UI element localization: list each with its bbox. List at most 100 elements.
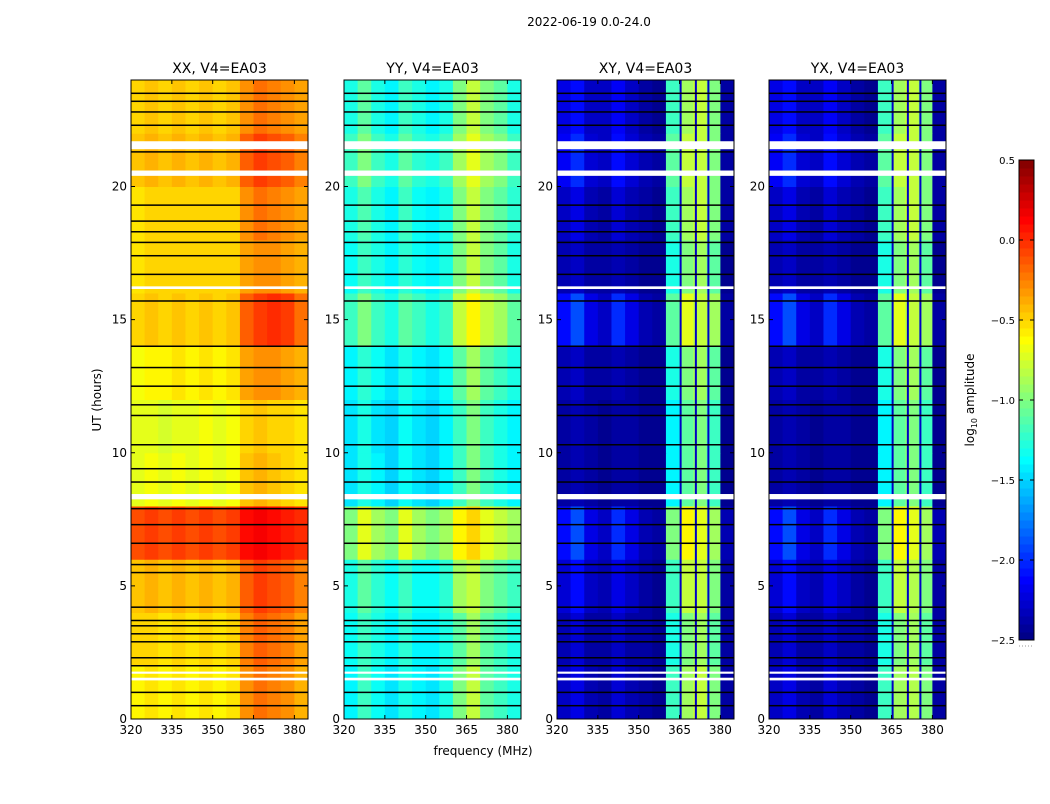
black-flag-line — [344, 366, 521, 369]
heatmap-cell — [480, 293, 495, 347]
colorbar-segment — [1019, 312, 1034, 321]
black-flag-line — [557, 204, 734, 206]
black-flag-line — [131, 481, 308, 483]
y-tick-label: 15 — [325, 313, 340, 327]
colorbar-segment — [1019, 336, 1034, 345]
black-flag-line — [131, 657, 308, 659]
heatmap-cell — [706, 186, 721, 241]
heatmap-cell — [280, 186, 295, 241]
black-flag-line — [131, 366, 308, 369]
heatmap-cell — [466, 293, 481, 347]
heatmap-cell — [466, 399, 481, 454]
heatmap-cell — [507, 239, 522, 294]
colorbar-tick-label: 0.5 — [999, 156, 1015, 167]
heatmap-cell — [158, 559, 173, 613]
heatmap-cell — [809, 399, 824, 454]
heatmap-cell — [144, 346, 159, 400]
flagged-gap — [769, 494, 946, 500]
heatmap-cell — [253, 293, 268, 347]
heatmap-cell — [837, 399, 852, 454]
colorbar-segment — [1019, 384, 1034, 393]
heatmap-cell — [597, 186, 612, 241]
black-flag-line — [557, 481, 734, 483]
colorbar-segment — [1019, 496, 1034, 505]
y-axis-label: UT (hours) — [90, 368, 104, 431]
black-flag-line — [344, 241, 521, 244]
colorbar-segment — [1019, 592, 1034, 601]
colorbar-segment — [1019, 288, 1034, 297]
heatmap-cell — [850, 399, 865, 454]
colorbar-segment — [1019, 416, 1034, 425]
black-flag-line — [344, 220, 521, 222]
heatmap-cell — [557, 452, 572, 507]
heatmap-cell — [425, 559, 440, 613]
colorbar-segment — [1019, 272, 1034, 281]
black-flag-line — [769, 657, 946, 659]
colorbar-segment — [1019, 584, 1034, 593]
black-flag-line — [131, 151, 308, 153]
colorbar-segment — [1019, 232, 1034, 241]
heatmap-cell — [212, 293, 227, 347]
black-flag-line — [769, 404, 946, 406]
heatmap-cell — [412, 293, 427, 347]
colorbar-segment — [1019, 600, 1034, 609]
flagged-gap — [769, 170, 946, 176]
heatmap-cell — [199, 399, 214, 454]
colorbar-segment — [1019, 568, 1034, 577]
heatmap-cell — [877, 346, 893, 400]
colorbar-tick-label: −1.5 — [991, 476, 1015, 487]
heatmap-cell — [493, 452, 508, 507]
heatmap-cell — [864, 399, 879, 454]
black-flag-line — [769, 366, 946, 369]
y-tick-label: 15 — [750, 313, 765, 327]
heatmap-cell — [226, 399, 241, 454]
heatmap-cell — [425, 399, 440, 454]
heatmap-cell — [625, 559, 640, 613]
black-flag-line — [557, 619, 734, 622]
flagged-gap — [344, 141, 521, 150]
heatmap-cell — [769, 346, 784, 400]
heatmap-cell — [782, 506, 797, 560]
colorbar-segment — [1019, 424, 1034, 433]
black-flag-line — [344, 111, 521, 113]
heatmap-cell — [226, 346, 241, 400]
black-flag-line — [344, 92, 521, 95]
heatmap-cell — [570, 506, 585, 560]
heatmap-cell — [371, 506, 386, 560]
heatmap-cell — [439, 186, 454, 241]
heatmap-cell — [679, 399, 694, 454]
colorbar-segment — [1019, 520, 1034, 529]
black-flag-line — [769, 111, 946, 113]
heatmap-cell — [652, 559, 667, 613]
heatmap-cell — [850, 346, 865, 400]
heatmap-cell — [597, 452, 612, 507]
heatmap-cell — [158, 239, 173, 294]
colorbar-segment — [1019, 224, 1034, 233]
heatmap-cell — [665, 186, 681, 241]
heatmap-cell — [439, 346, 454, 400]
colorbar-segment — [1019, 544, 1034, 553]
heatmap-cell — [932, 452, 947, 507]
heatmap-cell — [384, 399, 399, 454]
colorbar-segment — [1019, 448, 1034, 457]
heatmap-cell — [226, 186, 241, 241]
heatmap-cell — [796, 346, 811, 400]
black-flag-line — [557, 100, 734, 103]
colorbar-segment — [1019, 208, 1034, 217]
heatmap-cell — [507, 452, 522, 507]
black-flag-line — [344, 481, 521, 483]
heatmap-cell — [638, 559, 653, 613]
heatmap-cell — [837, 506, 852, 560]
black-flag-line — [557, 273, 734, 276]
colorbar-tick-label: 0.0 — [999, 236, 1015, 247]
heatmap-cell — [371, 559, 386, 613]
heatmap-cell — [466, 559, 481, 613]
heatmap-cell — [412, 399, 427, 454]
heatmap-cell — [891, 186, 906, 241]
heatmap-cell — [638, 239, 653, 294]
heatmap-cell — [877, 506, 893, 560]
black-flag-line — [344, 523, 521, 526]
heatmap-cell — [439, 239, 454, 294]
heatmap-cell — [679, 506, 694, 560]
heatmap-cell — [480, 452, 495, 507]
